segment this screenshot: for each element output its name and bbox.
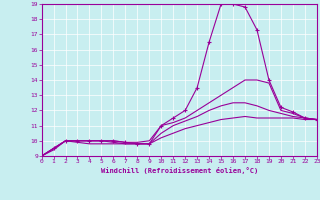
X-axis label: Windchill (Refroidissement éolien,°C): Windchill (Refroidissement éolien,°C) bbox=[100, 167, 258, 174]
